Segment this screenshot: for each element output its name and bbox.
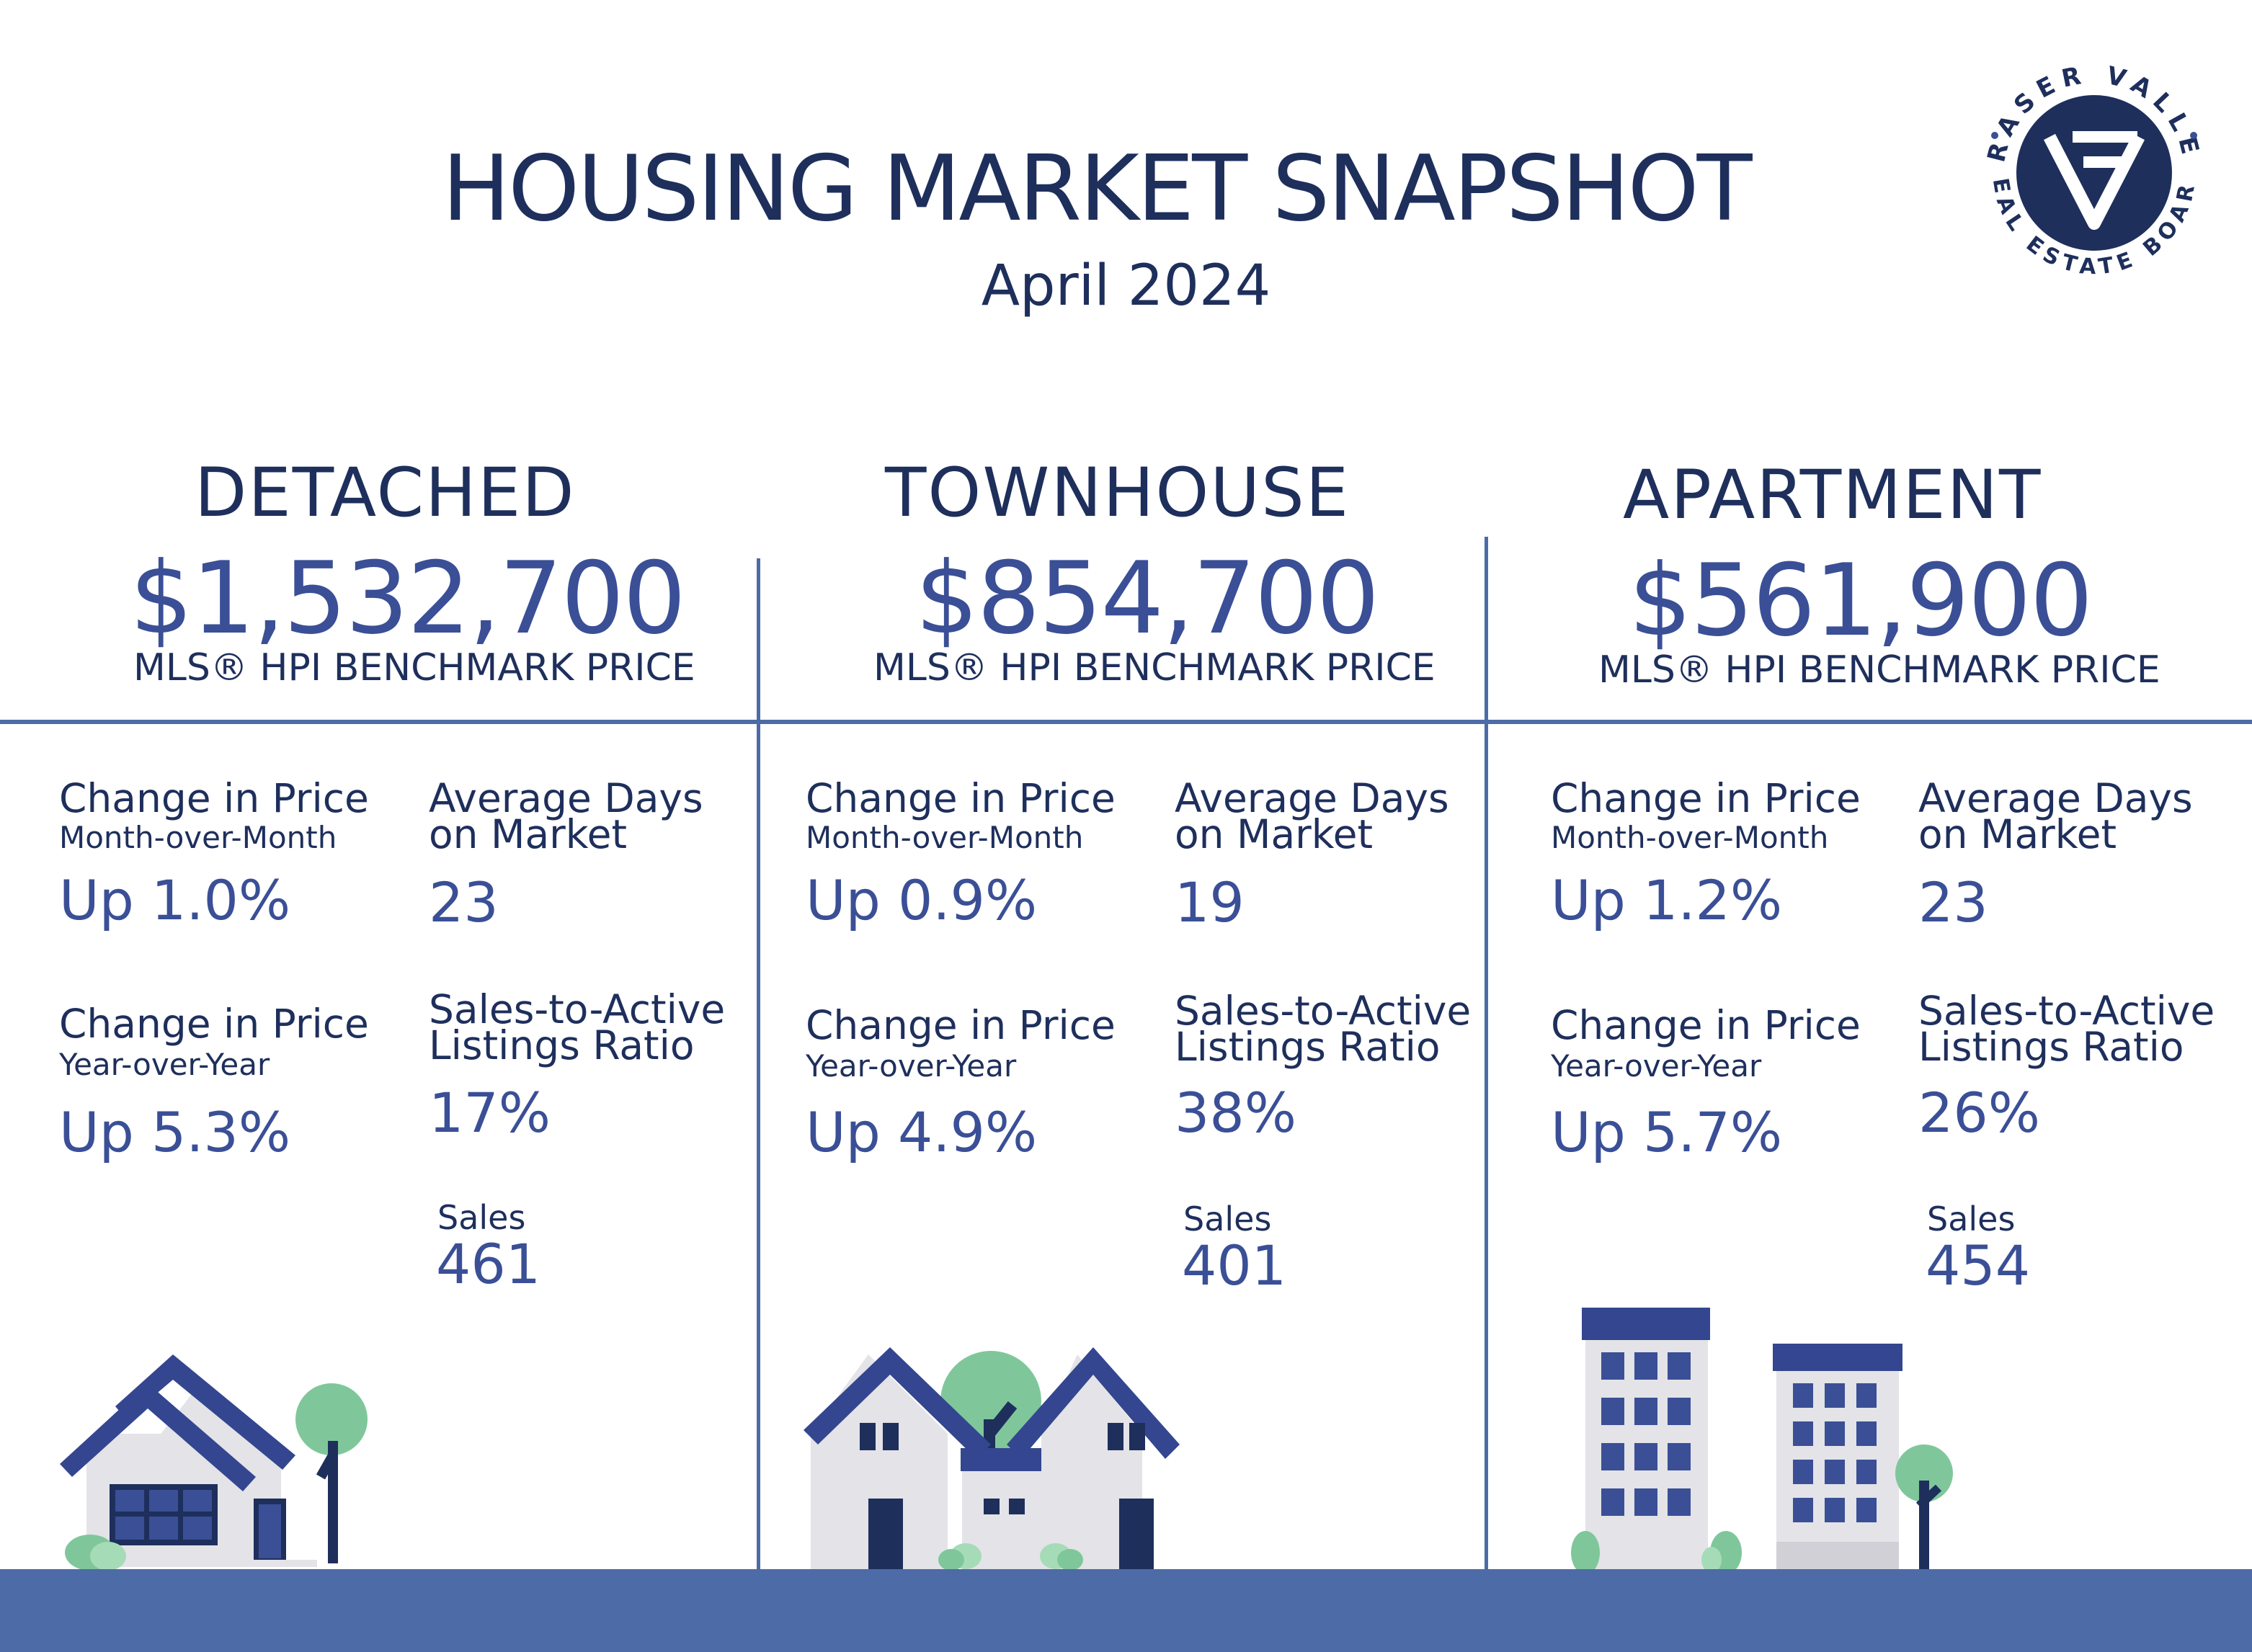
ratio-label: Sales-to-Active xyxy=(1175,988,1472,1034)
ratio-label-2: Listings Ratio xyxy=(1918,1024,2184,1070)
mom-value: Up 1.2% xyxy=(1551,868,1783,932)
yoy-label: Change in Price xyxy=(59,1001,369,1047)
ratio-value: 26% xyxy=(1918,1081,2040,1145)
category-apartment: APARTMENT xyxy=(1623,456,2042,535)
dom-label-2: on Market xyxy=(429,811,628,857)
benchmark-label: MLS® HPI BENCHMARK PRICE xyxy=(133,646,695,689)
yoy-value: Up 5.7% xyxy=(1551,1100,1783,1164)
yoy-value: Up 4.9% xyxy=(806,1100,1038,1164)
price-detached: $1,532,700 xyxy=(130,540,686,656)
page-title: HOUSING MARKET SNAPSHOT xyxy=(442,135,1752,241)
ratio-label-2: Listings Ratio xyxy=(1175,1024,1441,1070)
sales-label: Sales xyxy=(1927,1200,2016,1238)
price-townhouse: $854,700 xyxy=(915,540,1379,656)
yoy-sublabel: Year-over-Year xyxy=(806,1048,1017,1084)
dom-value: 23 xyxy=(1918,870,1988,934)
ratio-value: 38% xyxy=(1175,1081,1296,1145)
benchmark-label: MLS® HPI BENCHMARK PRICE xyxy=(1598,648,2160,692)
dom-value: 23 xyxy=(429,870,499,934)
yoy-value: Up 5.3% xyxy=(59,1100,291,1164)
yoy-sublabel: Year-over-Year xyxy=(1551,1048,1762,1084)
townhouse-icon xyxy=(804,1347,1180,1571)
dom-label: Average Days xyxy=(1918,775,2193,821)
column-divider-1 xyxy=(757,558,760,1571)
yoy-sublabel: Year-over-Year xyxy=(59,1047,270,1082)
sales-label: Sales xyxy=(437,1198,526,1237)
dom-label: Average Days xyxy=(429,775,703,821)
mom-value: Up 0.9% xyxy=(806,868,1038,932)
ratio-label: Sales-to-Active xyxy=(1918,988,2215,1034)
mom-sublabel: Month-over-Month xyxy=(1551,820,1829,855)
apartment-buildings-icon xyxy=(1571,1308,1953,1571)
dom-label-2: on Market xyxy=(1918,811,2117,857)
yoy-label: Change in Price xyxy=(1551,1002,1861,1048)
sales-label: Sales xyxy=(1183,1200,1272,1238)
sales-value: 461 xyxy=(436,1232,541,1296)
category-townhouse: TOWNHOUSE xyxy=(885,454,1350,532)
mom-value: Up 1.0% xyxy=(59,868,291,932)
yoy-label: Change in Price xyxy=(806,1002,1116,1048)
mom-label: Change in Price xyxy=(1551,775,1861,821)
sales-value: 401 xyxy=(1182,1233,1287,1298)
ground-band xyxy=(0,1569,2252,1652)
mom-label: Change in Price xyxy=(806,775,1116,821)
sales-value: 454 xyxy=(1926,1233,2031,1298)
ratio-label-2: Listings Ratio xyxy=(429,1022,695,1068)
report-date: April 2024 xyxy=(981,254,1271,318)
category-detached: DETACHED xyxy=(195,454,576,532)
price-apartment: $561,900 xyxy=(1629,543,2093,658)
mom-sublabel: Month-over-Month xyxy=(806,820,1084,855)
dom-value: 19 xyxy=(1175,870,1245,934)
mom-sublabel: Month-over-Month xyxy=(59,820,337,855)
dom-label-2: on Market xyxy=(1175,811,1374,857)
mom-label: Change in Price xyxy=(59,775,369,821)
ratio-label: Sales-to-Active xyxy=(429,986,726,1032)
ratio-value: 17% xyxy=(429,1081,551,1145)
detached-house-icon xyxy=(60,1354,368,1571)
horizontal-divider xyxy=(0,720,2252,724)
column-divider-2 xyxy=(1485,537,1488,1571)
benchmark-label: MLS® HPI BENCHMARK PRICE xyxy=(873,646,1436,689)
dom-label: Average Days xyxy=(1175,775,1449,821)
